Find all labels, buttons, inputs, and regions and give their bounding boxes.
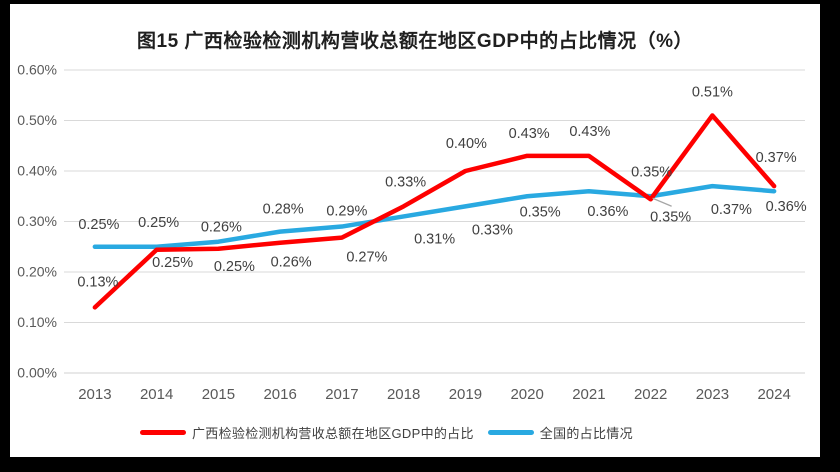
x-axis-tick-label: 2021 — [572, 386, 605, 403]
x-axis-tick-label: 2013 — [78, 386, 111, 403]
data-label-guangxi: 0.25% — [152, 255, 193, 271]
data-label-guangxi: 0.51% — [692, 84, 733, 100]
chart-panel — [10, 4, 820, 457]
data-label-guangxi: 0.40% — [446, 136, 487, 152]
legend-label-guangxi: 广西检验检测机构营收总额在地区GDP中的占比 — [192, 425, 474, 441]
data-label-guangxi: 0.43% — [509, 126, 550, 142]
y-axis-tick-label: 0.60% — [17, 62, 57, 78]
data-label-national: 0.37% — [711, 202, 752, 218]
x-axis-tick-label: 2019 — [449, 386, 482, 403]
data-label-guangxi: 0.35% — [631, 164, 672, 180]
y-axis-tick-label: 0.00% — [17, 365, 57, 381]
y-axis-tick-label: 0.30% — [17, 213, 57, 229]
data-label-national: 0.36% — [766, 199, 807, 215]
data-label-national: 0.33% — [472, 222, 513, 238]
data-label-national: 0.35% — [520, 204, 561, 220]
data-label-national: 0.28% — [263, 202, 304, 218]
y-axis-tick-label: 0.50% — [17, 112, 57, 128]
data-label-national: 0.29% — [326, 204, 367, 220]
y-axis-tick-label: 0.40% — [17, 163, 57, 179]
data-label-guangxi: 0.33% — [385, 174, 426, 190]
x-axis-tick-label: 2018 — [387, 386, 420, 403]
label-leader-line — [652, 197, 672, 207]
x-axis-tick-label: 2020 — [510, 386, 543, 403]
chart-title: 图15 广西检验检测机构营收总额在地区GDP中的占比情况（%） — [137, 31, 693, 52]
data-label-national: 0.36% — [587, 204, 628, 220]
x-axis-tick-label: 2015 — [202, 386, 235, 403]
legend-label-national: 全国的占比情况 — [539, 425, 633, 441]
x-axis-tick-label: 2014 — [140, 386, 173, 403]
data-label-guangxi: 0.26% — [271, 255, 312, 271]
x-axis-tick-label: 2017 — [325, 386, 358, 403]
legend-line-sample-guangxi — [140, 429, 186, 435]
data-label-national: 0.31% — [414, 231, 455, 247]
data-label-guangxi: 0.25% — [214, 259, 255, 275]
data-label-national: 0.25% — [78, 217, 119, 233]
data-label-national: 0.35% — [650, 209, 691, 225]
x-axis-tick-label: 2016 — [263, 386, 296, 403]
data-label-national: 0.26% — [201, 220, 242, 236]
x-axis-tick-label: 2023 — [696, 386, 729, 403]
chart-legend: 广西检验检测机构营收总额在地区GDP中的占比 全国的占比情况 — [140, 423, 641, 441]
series-line-guangxi — [92, 113, 777, 310]
data-label-guangxi: 0.37% — [756, 150, 797, 166]
legend-item-guangxi: 广西检验检测机构营收总额在地区GDP中的占比 — [140, 423, 474, 442]
y-axis-tick-label: 0.10% — [17, 314, 57, 330]
data-label-guangxi: 0.27% — [346, 250, 387, 266]
legend-item-national: 全国的占比情况 — [487, 423, 633, 442]
legend-line-sample-national — [487, 429, 534, 435]
y-axis-tick-label: 0.20% — [17, 264, 57, 280]
x-axis-tick-label: 2022 — [634, 386, 667, 403]
series-line-national — [92, 183, 777, 249]
x-axis-tick-label: 2024 — [757, 386, 790, 403]
data-label-guangxi: 0.43% — [569, 124, 610, 140]
data-label-guangxi: 0.13% — [77, 274, 118, 290]
data-label-national: 0.25% — [138, 215, 179, 231]
